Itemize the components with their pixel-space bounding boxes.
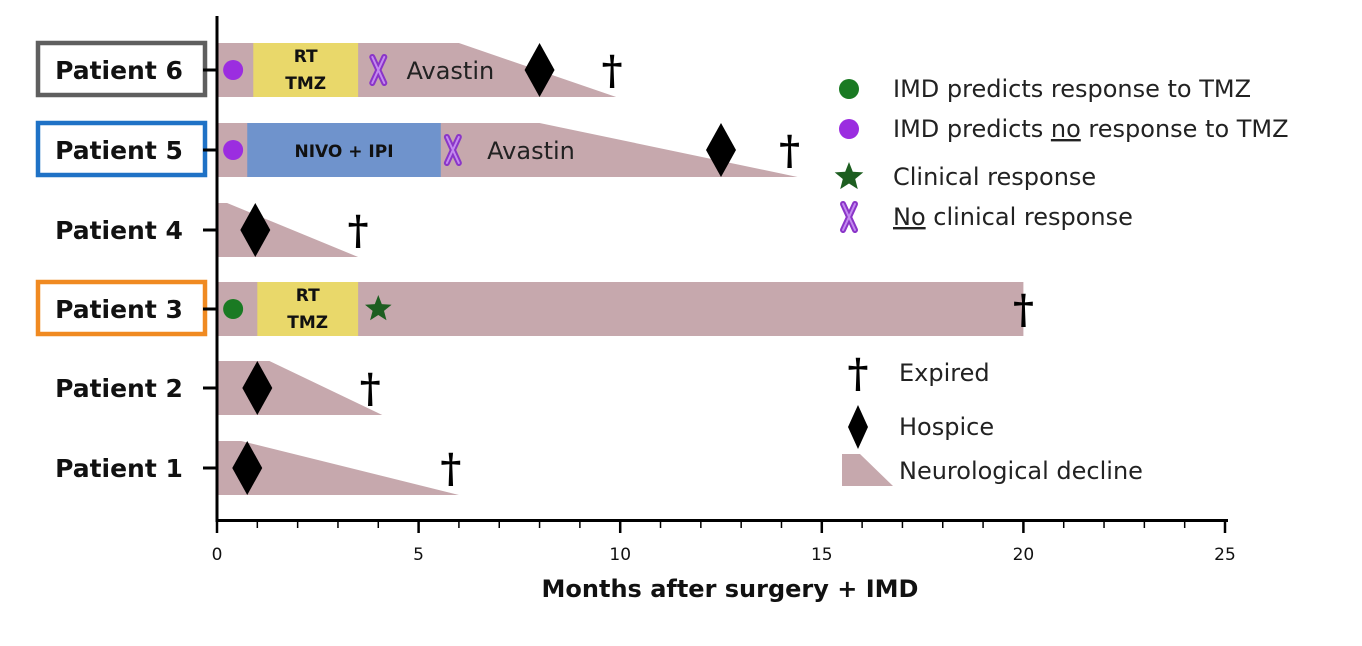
legend-response-circle-icon <box>839 79 859 99</box>
no-clinical-response-marker <box>369 54 388 86</box>
x-tick-label: 10 <box>609 545 631 565</box>
legend-text-part: clinical response <box>926 203 1133 231</box>
patient-label: Patient 1 <box>55 454 183 483</box>
legend-underlined-text: No <box>893 203 926 231</box>
no-clinical-response-marker <box>443 134 462 166</box>
clinical-response-marker <box>365 295 392 321</box>
patient-row-5: NIVO + IPI Avastin † <box>217 123 800 177</box>
treatment-label: NIVO + IPI <box>294 142 393 162</box>
patient-row-3: RT TMZ † <box>217 282 1034 336</box>
hospice-marker <box>242 361 273 415</box>
legend-label: No clinical response <box>893 203 1133 231</box>
patient-highlight-boxes <box>35 40 208 337</box>
no-clinical-response-highlight <box>371 56 386 84</box>
avastin-label: Avastin <box>407 57 495 85</box>
treatment-label: TMZ <box>287 313 328 333</box>
legend-label: Clinical response <box>893 163 1096 191</box>
legend-item: IMD predicts response to TMZ <box>839 75 1251 103</box>
treatment-label: RT <box>294 47 318 67</box>
treatment-label: TMZ <box>285 74 326 94</box>
expired-marker: † <box>779 127 800 174</box>
legend-label: Hospice <box>899 413 994 441</box>
y-tick-layer: Patient 6 Patient 5 Patient 4 Patient 3 Pati… <box>55 56 217 483</box>
legend-underlined-text: no <box>1051 115 1081 143</box>
legend-diamond-icon <box>848 405 868 449</box>
patient-swim-lanes: RT TMZ Avastin † NIVO + IPI Avastin † † RT TMZ † † † <box>217 43 1034 495</box>
legend-item: † Expired <box>848 350 990 397</box>
neurological-decline-bar <box>217 203 359 257</box>
patient-label: Patient 2 <box>55 374 183 403</box>
patient-row-2: † <box>217 361 383 415</box>
treatment-block <box>247 123 441 177</box>
treatment-block <box>253 43 359 97</box>
chart-axes <box>215 16 1228 522</box>
x-axis-title: Months after surgery + IMD <box>542 575 919 603</box>
neurological-decline-bar <box>217 361 383 415</box>
legend-item: IMD predicts no response to TMZ <box>839 115 1289 143</box>
legend-wedge-icon <box>842 454 893 486</box>
legend-label: Expired <box>899 359 990 387</box>
x-tick-label: 15 <box>811 545 833 565</box>
legend-text-part: response to TMZ <box>1081 115 1289 143</box>
legend-item: Hospice <box>848 405 994 449</box>
legend-star-icon <box>834 162 864 190</box>
legend-item: Neurological decline <box>842 454 1143 486</box>
imd-no-response-marker <box>223 140 244 160</box>
patient-row-4: † <box>217 203 369 257</box>
legend-label: IMD predicts response to TMZ <box>893 75 1251 103</box>
patient-label: Patient 4 <box>55 216 183 245</box>
legend-label: Neurological decline <box>899 457 1143 485</box>
hospice-marker <box>706 123 736 177</box>
legend-no-response-circle-icon <box>839 119 859 139</box>
legend-item: No clinical response <box>840 201 1133 233</box>
legend-x-icon <box>840 201 858 233</box>
x-tick-label: 25 <box>1214 545 1236 565</box>
neurological-decline-bar <box>217 282 1024 336</box>
patient-row-1: † <box>217 441 461 495</box>
x-tick-label: 0 <box>212 545 223 565</box>
patient-label: Patient 6 <box>55 56 183 85</box>
x-tick-label: 20 <box>1013 545 1035 565</box>
hospice-marker <box>232 441 263 495</box>
expired-marker: † <box>348 207 369 254</box>
hospice-marker <box>240 203 271 257</box>
expired-marker: † <box>602 47 623 94</box>
legend-dagger-icon: † <box>848 350 869 397</box>
expired-marker: † <box>360 365 381 412</box>
no-clinical-response-highlight <box>445 136 460 164</box>
expired-marker: † <box>1013 286 1034 333</box>
treatment-label: RT <box>296 286 320 306</box>
x-tick-layer: 0 5 10 15 20 25 <box>212 520 1236 565</box>
legend-text-part: IMD predicts <box>893 115 1051 143</box>
legend-item: Clinical response <box>834 162 1096 191</box>
no-clinical-response-highlight <box>842 203 856 231</box>
patient-label: Patient 5 <box>55 136 183 165</box>
avastin-label: Avastin <box>487 137 575 165</box>
hospice-marker <box>524 43 555 97</box>
x-tick-label: 5 <box>413 545 424 565</box>
imd-response-marker <box>223 299 244 319</box>
neurological-decline-bar <box>217 441 459 495</box>
legend-label: IMD predicts no response to TMZ <box>893 115 1289 143</box>
treatment-block <box>257 282 359 336</box>
expired-marker: † <box>440 445 461 492</box>
imd-no-response-marker <box>223 60 244 80</box>
patient-row-6: RT TMZ Avastin † <box>217 43 623 97</box>
patient-label: Patient 3 <box>55 295 183 324</box>
